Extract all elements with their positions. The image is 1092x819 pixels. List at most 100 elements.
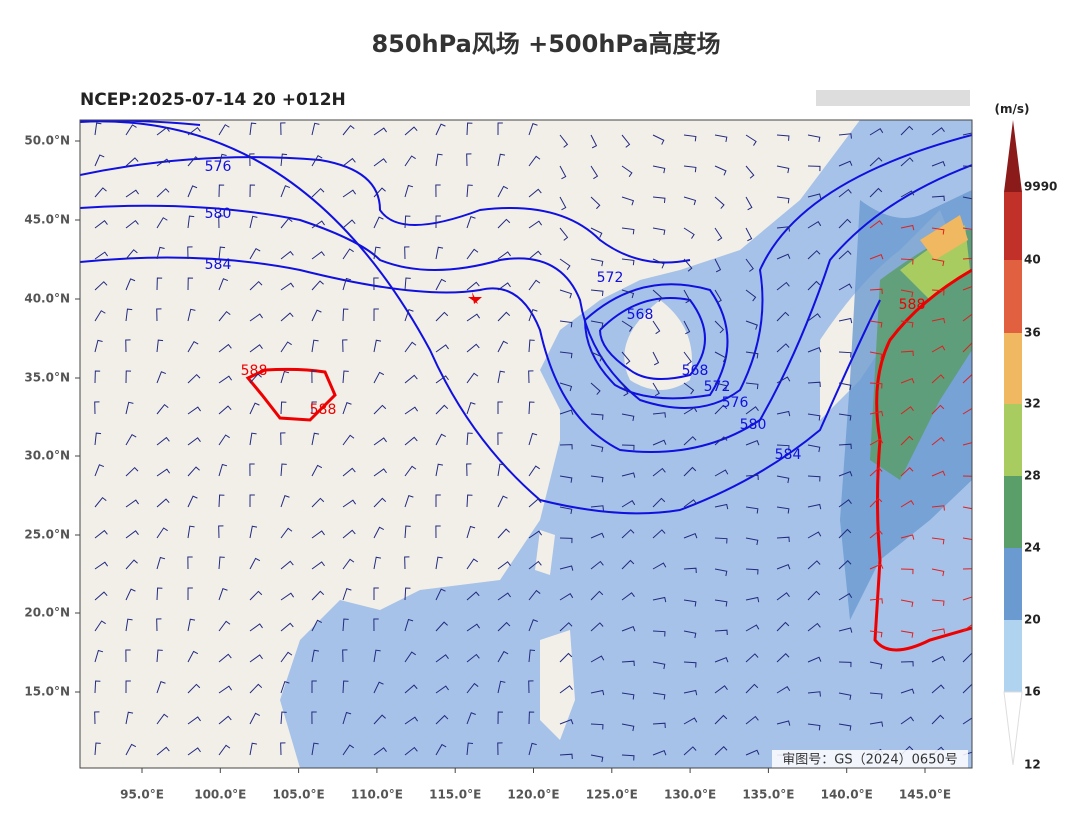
wind-barb bbox=[559, 593, 574, 601]
wind-barb bbox=[342, 587, 352, 601]
contour-588-west bbox=[245, 367, 337, 422]
wind-barb bbox=[683, 289, 691, 304]
wind-barb bbox=[900, 688, 915, 694]
wind-barb bbox=[404, 184, 414, 198]
wind-barb bbox=[94, 742, 101, 756]
wind-barb bbox=[745, 134, 757, 146]
wind-barb bbox=[621, 444, 635, 451]
wind-barb bbox=[280, 122, 286, 136]
wind-barb bbox=[652, 382, 660, 397]
wind-barb bbox=[962, 165, 972, 168]
wind-barb bbox=[311, 309, 322, 322]
wind-barb bbox=[528, 742, 537, 756]
wind-barb bbox=[590, 134, 598, 149]
wind-barb bbox=[373, 158, 387, 167]
wind-barb bbox=[187, 246, 193, 260]
wind-barb bbox=[559, 196, 567, 211]
wind-barb bbox=[311, 370, 317, 384]
wind-barb bbox=[187, 215, 195, 229]
wind-barb bbox=[807, 221, 822, 229]
wind-barb bbox=[776, 592, 790, 601]
wind-barb bbox=[528, 220, 543, 229]
wind-barb bbox=[94, 401, 100, 415]
wind-barb bbox=[156, 681, 166, 694]
beijing-star bbox=[468, 292, 482, 304]
wind-barb bbox=[745, 624, 760, 632]
wind-barb bbox=[652, 412, 666, 418]
wind-barb bbox=[807, 165, 821, 172]
wind-barb bbox=[249, 313, 263, 322]
wind-barb bbox=[404, 155, 416, 167]
wind-barb bbox=[559, 506, 573, 515]
wind-barb bbox=[94, 220, 108, 229]
wind-barb bbox=[807, 413, 821, 421]
wind-barb bbox=[807, 723, 821, 731]
wind-barb bbox=[652, 750, 667, 756]
wind-barb bbox=[652, 196, 666, 204]
wind-barb bbox=[869, 320, 883, 328]
wind-barb bbox=[218, 343, 232, 353]
wind-barb bbox=[466, 558, 479, 570]
wind-barb bbox=[311, 742, 319, 756]
colorbar-label: 12 bbox=[1024, 758, 1041, 772]
wind-barb bbox=[714, 351, 727, 363]
wind-barb bbox=[342, 189, 357, 198]
lon-tick-label: 110.0°E bbox=[351, 788, 403, 802]
wind-barb bbox=[218, 588, 228, 601]
wind-barb bbox=[342, 467, 356, 477]
wind-barb bbox=[838, 528, 852, 539]
wind-barb bbox=[838, 692, 852, 701]
wind-barb bbox=[187, 466, 200, 477]
wind-barb bbox=[652, 596, 667, 603]
wind-barb bbox=[776, 281, 790, 291]
wind-barb bbox=[156, 556, 166, 570]
wind-barb bbox=[373, 246, 381, 260]
wind-barb bbox=[373, 371, 385, 384]
wind-barb bbox=[342, 744, 355, 756]
wind-barb bbox=[404, 746, 418, 756]
wind-barb bbox=[962, 407, 972, 415]
wind-barb bbox=[745, 537, 759, 546]
lat-tick-label: 30.0°N bbox=[24, 449, 70, 463]
lon-tick-label: 125.0°E bbox=[586, 788, 638, 802]
wind-barb bbox=[311, 649, 320, 663]
wind-barb bbox=[807, 475, 821, 482]
wind-barb bbox=[962, 257, 972, 260]
wind-barb bbox=[745, 653, 759, 663]
wind-barb bbox=[156, 587, 163, 601]
wind-barb bbox=[931, 374, 945, 384]
wind-barb bbox=[528, 711, 535, 725]
wind-barb bbox=[962, 596, 972, 601]
wind-barb bbox=[466, 281, 480, 291]
wind-barb bbox=[714, 134, 728, 143]
wind-barb bbox=[497, 251, 511, 260]
wind-barb bbox=[776, 653, 790, 663]
wind-barb bbox=[621, 165, 633, 178]
wind-barb bbox=[807, 193, 822, 199]
wind-barb bbox=[931, 470, 946, 477]
wind-barb bbox=[311, 220, 325, 229]
wind-barb bbox=[342, 277, 352, 291]
wind-barb bbox=[311, 711, 317, 725]
wind-barb bbox=[528, 498, 542, 508]
wind-barb bbox=[931, 505, 945, 511]
wind-barb bbox=[590, 351, 603, 362]
wind-barb bbox=[807, 280, 821, 291]
wind-barb bbox=[280, 282, 295, 291]
wind-barb bbox=[776, 376, 791, 384]
colorbar-segment bbox=[1004, 404, 1022, 476]
wind-barb bbox=[156, 436, 170, 446]
lat-tick-label: 25.0°N bbox=[24, 528, 70, 542]
wind-barb bbox=[373, 587, 379, 601]
lat-tick-label: 45.0°N bbox=[24, 213, 70, 227]
wind-barb bbox=[900, 190, 915, 198]
lon-tick-label: 130.0°E bbox=[664, 788, 716, 802]
wind-barb bbox=[435, 404, 449, 415]
wind-barb bbox=[156, 527, 168, 539]
wind-barb bbox=[838, 413, 852, 421]
wind-barb bbox=[373, 127, 387, 136]
wind-barb bbox=[249, 373, 262, 384]
wind-barb bbox=[900, 599, 914, 608]
wind-barb bbox=[559, 652, 573, 663]
blurred-stamp bbox=[816, 90, 970, 106]
